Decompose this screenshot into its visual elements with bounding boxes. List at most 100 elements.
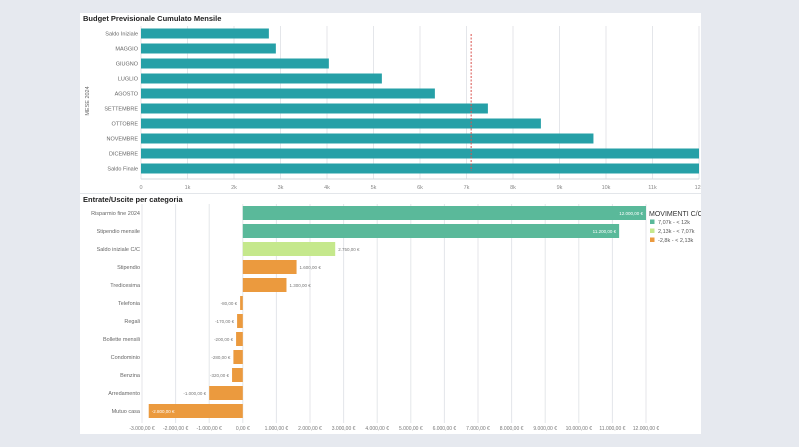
bar <box>141 133 594 144</box>
bar <box>242 206 647 220</box>
x-tick-label: 8k <box>510 185 516 191</box>
data-label: 11.200,00 € <box>593 229 617 234</box>
panel-divider <box>80 193 701 194</box>
x-tick-label: 6.000,00 € <box>433 426 457 432</box>
legend: MOVIMENTI C/C 7,07k - < 12k 2,13k - < 7,07… <box>649 211 703 244</box>
bar <box>141 148 699 159</box>
category-label: Tredicesima <box>110 283 141 289</box>
category-label: LUGLIO <box>118 77 139 83</box>
data-label: 12.000,00 € <box>619 211 643 216</box>
category-label: Regali <box>124 319 140 325</box>
x-tick-label: 3k <box>278 185 284 191</box>
data-label: -320,00 € <box>210 373 230 378</box>
category-label: Condominio <box>111 355 140 361</box>
data-label: -200,00 € <box>214 337 234 342</box>
x-tick-label: 2k <box>231 185 237 191</box>
x-tick-label: 5k <box>371 185 377 191</box>
category-label: Mutuo casa <box>112 409 141 415</box>
bar <box>148 404 243 418</box>
bar <box>236 332 243 346</box>
legend-title: MOVIMENTI C/C <box>649 211 701 218</box>
bar <box>233 350 243 364</box>
x-tick-label: -3.000,00 € <box>129 426 155 432</box>
category-label: Benzina <box>120 373 141 379</box>
y-axis-title: MESE 2024 <box>85 86 91 115</box>
data-label: 2.750,00 € <box>338 247 360 252</box>
legend-swatch <box>650 237 655 242</box>
bar <box>242 260 297 274</box>
movements-chart: -3.000,00 € -2.000,00 € -1.000,00 € 0,00 € 1… <box>91 204 703 432</box>
category-label: MAGGIO <box>115 47 138 53</box>
x-tick-label: 3.000,00 € <box>332 426 356 432</box>
x-tick-label: 9.000,00 € <box>533 426 557 432</box>
category-label: Saldo Finale <box>107 167 138 173</box>
category-label: DICEMBRE <box>109 152 138 158</box>
bar <box>141 58 329 69</box>
category-label: Stipendio <box>117 265 140 271</box>
data-label: 1.600,00 € <box>300 265 322 270</box>
category-label: Saldo iniziale C/C <box>97 247 140 253</box>
budget-chart: 0 1k 2k 3k 4k 5k 6k 7k 8k 9k 10k 11k 12k Saldo Inizia… <box>85 26 704 191</box>
x-tick-label: 10.000,00 € <box>566 426 593 432</box>
movements-chart-panel: Entrate/Uscite per categoria -3.000,00 €… <box>80 194 703 434</box>
bar <box>232 368 243 382</box>
data-label: -170,00 € <box>215 319 235 324</box>
x-tick-label: -2.000,00 € <box>163 426 189 432</box>
budget-chart-title: Budget Previsionale Cumulato Mensile <box>83 14 222 23</box>
x-tick-label: 8.000,00 € <box>500 426 524 432</box>
x-tick-label: 11k <box>648 185 657 191</box>
x-tick-label: 1.000,00 € <box>265 426 289 432</box>
legend-swatch <box>650 228 655 233</box>
bar <box>242 278 287 292</box>
category-label: GIUGNO <box>116 62 139 68</box>
category-label: NOVEMBRE <box>107 137 139 143</box>
bar <box>209 386 243 400</box>
category-label: Telefonia <box>118 301 141 307</box>
category-label: Stipendio mensile <box>97 229 140 235</box>
x-tick-label: 12.000,00 € <box>633 426 660 432</box>
x-tick-label: 1k <box>185 185 191 191</box>
bar <box>141 118 541 129</box>
bar <box>141 73 382 84</box>
x-tick-label: 4.000,00 € <box>365 426 389 432</box>
x-tick-label: 10k <box>602 185 611 191</box>
movements-chart-title: Entrate/Uscite per categoria <box>83 195 183 204</box>
data-label: -280,00 € <box>211 355 231 360</box>
x-tick-label: 9k <box>557 185 563 191</box>
bar <box>242 224 620 238</box>
data-label: 1.300,00 € <box>289 283 311 288</box>
x-tick-label: 4k <box>324 185 330 191</box>
x-tick-label: 11.000,00 € <box>599 426 625 432</box>
bar <box>141 163 699 174</box>
x-tick-label: 6k <box>417 185 423 191</box>
bar <box>141 88 435 99</box>
x-tick-label: 2.000,00 € <box>298 426 322 432</box>
bar <box>141 28 269 39</box>
bar <box>141 103 488 114</box>
category-label: Risparmio fine 2024 <box>91 211 140 217</box>
legend-label: 7,07k - < 12k <box>658 220 690 226</box>
x-tick-label: 0 <box>139 185 142 191</box>
x-tick-label: 7.000,00 € <box>466 426 490 432</box>
bar <box>242 242 336 256</box>
category-label: Arredamento <box>108 391 140 397</box>
x-tick-label: 7k <box>464 185 470 191</box>
budget-chart-panel: Budget Previsionale Cumulato Mensile 0 1k… <box>80 13 704 194</box>
legend-label: -2,8k - < 2,13k <box>658 238 694 244</box>
bar <box>141 43 276 54</box>
bar <box>240 296 243 310</box>
x-tick-label: 5.000,00 € <box>399 426 423 432</box>
category-label: SETTEMBRE <box>104 107 138 113</box>
data-label: -80,00 € <box>221 301 238 306</box>
legend-swatch <box>650 219 655 224</box>
x-tick-label: 0,00 € <box>236 426 250 432</box>
category-label: Bollette mensili <box>103 337 140 343</box>
data-label: -2.800,00 € <box>152 409 175 414</box>
legend-label: 2,13k - < 7,07k <box>658 229 695 235</box>
category-label: OTTOBRE <box>112 122 139 128</box>
x-tick-label: 12k <box>695 185 701 191</box>
x-tick-label: -1.000,00 € <box>197 426 223 432</box>
category-label: AGOSTO <box>115 92 139 98</box>
bar <box>237 314 243 328</box>
data-label: -1.000,00 € <box>183 391 206 396</box>
